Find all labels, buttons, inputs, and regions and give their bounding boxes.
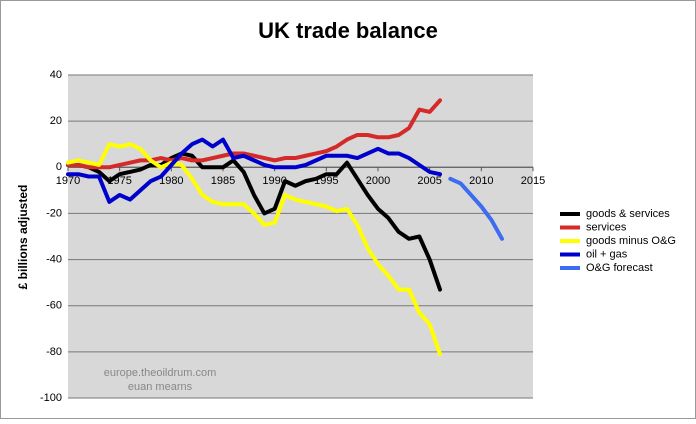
- y-tick-label: -40: [46, 253, 62, 265]
- y-tick-label: 20: [50, 115, 62, 127]
- y-tick-label: -100: [40, 392, 62, 404]
- chart-title: UK trade balance: [258, 18, 438, 43]
- y-axis-label: £ billions adjusted: [16, 185, 30, 290]
- annotation: europe.theoildrum.com: [104, 367, 217, 379]
- y-tick-label: -20: [46, 207, 62, 219]
- data-line: [448, 176, 504, 241]
- legend-label: O&G forecast: [586, 262, 653, 274]
- x-tick-label: 2010: [469, 175, 493, 187]
- y-tick-label: -60: [46, 300, 62, 312]
- annotation: euan mearns: [128, 381, 193, 393]
- y-tick-label: -80: [46, 346, 62, 358]
- data-line: [66, 151, 442, 292]
- data-line: [66, 98, 442, 170]
- data-line: [66, 137, 442, 204]
- data-line: [66, 142, 442, 357]
- x-tick-label: 2015: [521, 175, 545, 187]
- plot-area: [68, 75, 533, 398]
- x-tick-label: 1970: [56, 175, 80, 187]
- x-tick-label: 1985: [211, 175, 235, 187]
- x-tick-label: 2000: [366, 175, 390, 187]
- legend-label: services: [586, 221, 627, 233]
- legend-label: oil + gas: [586, 248, 628, 260]
- legend-label: goods & services: [586, 208, 670, 220]
- y-tick-label: 40: [50, 69, 62, 81]
- x-tick-label: 2005: [417, 175, 441, 187]
- y-tick-label: 0: [56, 161, 62, 173]
- x-tick-label: 1990: [262, 175, 286, 187]
- x-tick-label: 1980: [159, 175, 183, 187]
- legend-label: goods minus O&G: [586, 235, 676, 247]
